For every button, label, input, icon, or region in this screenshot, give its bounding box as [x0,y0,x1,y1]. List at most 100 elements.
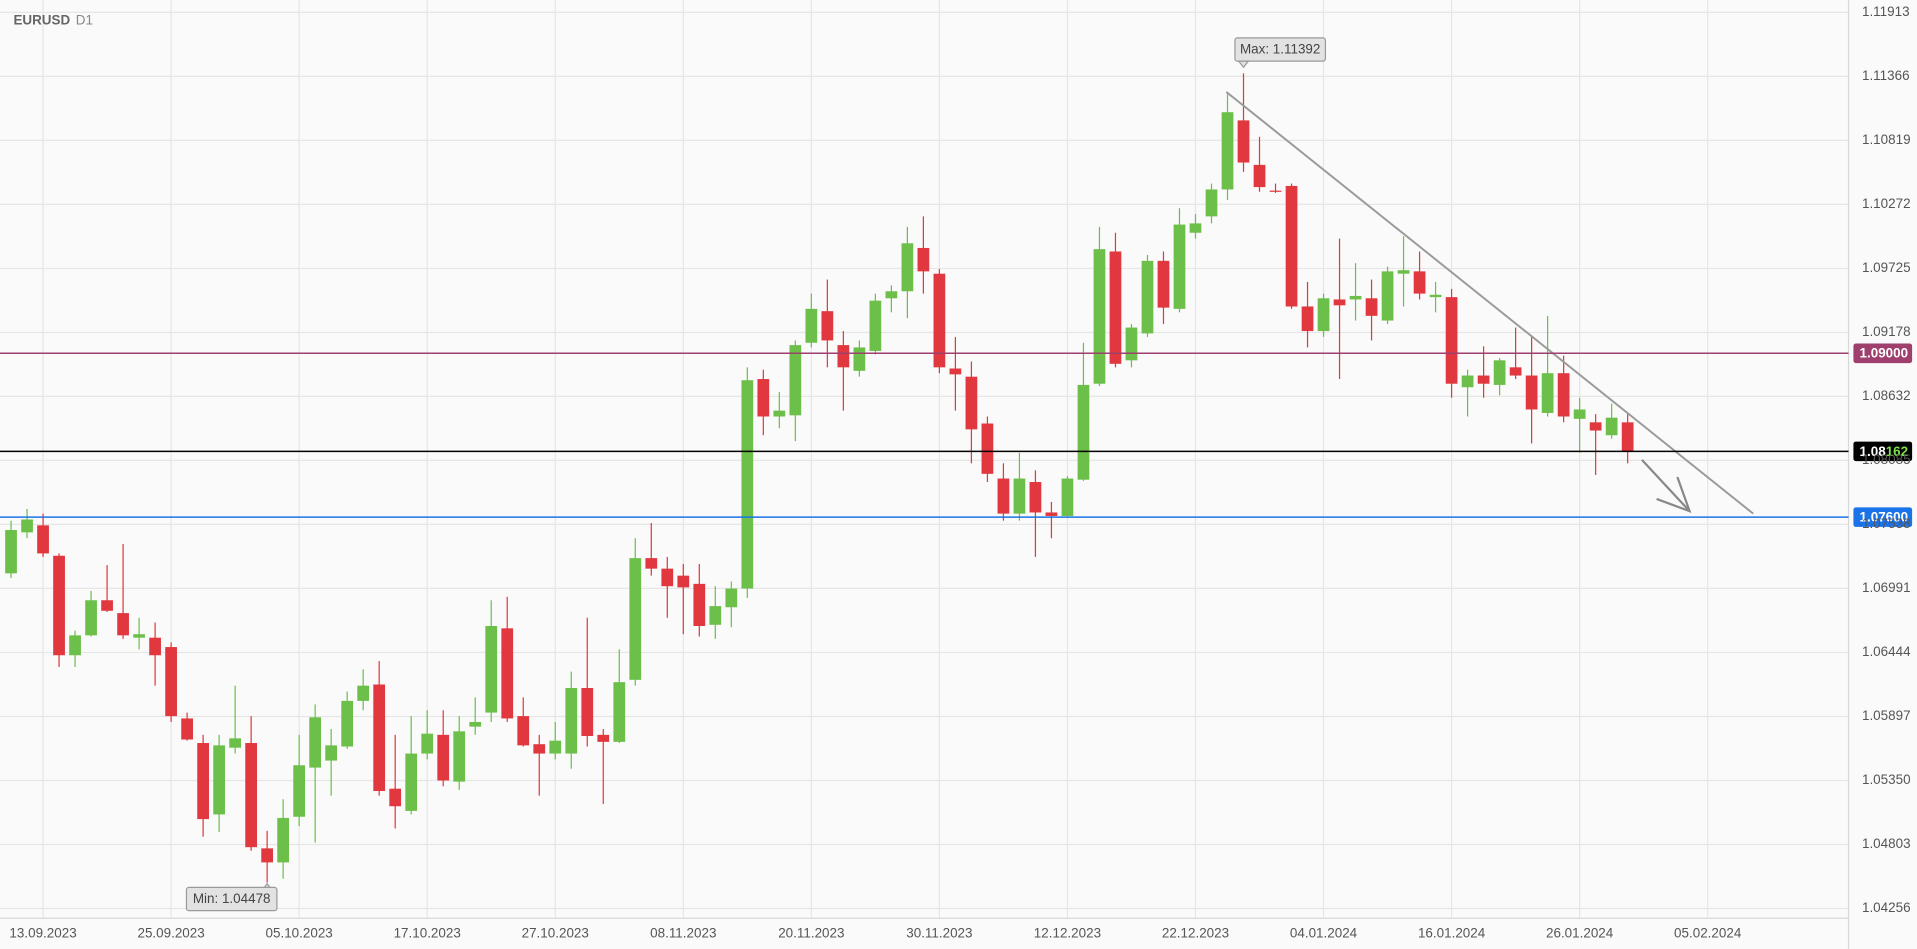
candle-body [325,745,338,761]
candle-body [1093,249,1106,384]
candle-body [949,368,962,375]
candle-body [1061,478,1074,516]
candles [5,73,1634,883]
candle-body [549,740,562,754]
candle-body [181,718,193,740]
x-tick-label: 27.10.2023 [522,926,589,941]
candle-body [677,575,690,588]
candle-body [901,243,914,292]
candle-body [533,744,546,754]
marker-label: Max: 1.11392 [1240,42,1320,57]
candle-body [373,684,386,792]
marker-box [1234,37,1327,62]
candle-body [693,583,706,626]
y-tick-label: 1.07538 [1862,516,1911,531]
timeframe: D1 [76,12,93,27]
marker-label: Min: 1.04478 [193,891,271,906]
x-tick-label: 26.01.2024 [1546,926,1614,941]
y-tick-label: 1.11913 [1862,4,1910,19]
candle-body [1493,360,1506,385]
candle-body [1525,375,1538,410]
candle-body [789,345,802,416]
y-tick-label: 1.11366 [1862,68,1910,83]
candle-body [341,700,354,747]
candle-body [1381,271,1394,321]
candle-body [1157,260,1170,308]
candle-body [853,347,866,371]
candle-body [277,817,290,863]
x-tick-label: 16.01.2024 [1418,926,1486,941]
candle-body [1077,384,1090,480]
y-tick-label: 1.05350 [1862,772,1911,787]
x-tick-label: 05.10.2023 [266,926,333,941]
overlay: 1.09000 1.08162 1.07600 Max: 1.11392 Min: 1.… [0,37,1913,912]
x-tick-label: 17.10.2023 [394,926,461,941]
arrow-head [1656,476,1692,514]
candle-body [517,716,530,746]
candle-body [1477,375,1490,384]
candle-body [101,600,113,611]
price-level-tag [1853,507,1913,527]
candle-body [1205,189,1218,217]
y-tick-label: 1.05897 [1862,708,1911,723]
y-tick-label: 1.08632 [1862,388,1911,403]
x-tick-label: 08.11.2023 [650,926,716,941]
candle-body [1349,295,1362,300]
candle-body [885,291,898,299]
candle-body [453,731,466,782]
y-tick-label: 1.08085 [1862,452,1911,467]
marker-box [185,886,278,912]
candle-body [1269,190,1282,192]
y-tick-label: 1.04803 [1862,836,1911,851]
candle-body [1141,260,1154,334]
price-level-tag [1853,441,1913,462]
candle-body [1509,367,1522,376]
y-tick-label: 1.10819 [1862,132,1911,147]
candle-body [197,743,209,820]
candle-body [1221,112,1234,190]
candle-body [613,682,626,742]
symbol: EURUSD [13,12,70,27]
candle-body [37,525,49,554]
candle-body [421,733,434,754]
candle-body [965,376,978,430]
candle-body [837,345,850,368]
candle-body [917,247,930,272]
candle-body [933,273,946,368]
candle-body [469,721,482,727]
candle-body [117,613,129,636]
price-level-label: 1.08162 [1860,444,1909,459]
x-tick-label: 20.11.2023 [778,926,844,941]
y-tick-label: 1.10272 [1862,196,1911,211]
candle-body [1173,224,1186,309]
candle-body [1109,251,1122,364]
candle-body [1557,373,1570,417]
candle-body [1285,185,1298,307]
candle-body [245,743,258,848]
candle-body [69,635,81,656]
candle-body [725,588,738,608]
arrow-shaft [1641,459,1691,512]
candle-body [1045,512,1058,516]
candle-body [1013,478,1026,514]
x-tick-label: 12.12.2023 [1034,926,1101,941]
candle-body [661,568,674,587]
candle-body [709,606,722,625]
candle-body [1461,375,1474,388]
candle-body [389,788,402,807]
trend-line [1225,91,1754,515]
candle-body [357,685,370,701]
y-tick-label: 1.09725 [1862,260,1911,275]
grid [0,0,1849,919]
candle-body [53,555,65,656]
arrow [1641,459,1692,514]
x-tick-label: 30.11.2023 [906,926,972,941]
y-tick-label: 1.09178 [1862,324,1911,339]
candle-body [1125,327,1138,361]
y-tick-label: 1.04256 [1862,900,1911,915]
candle-body [309,717,322,768]
candle-body [1445,297,1458,384]
candle-body [805,308,818,343]
candle-body [981,423,994,474]
x-tick-label: 05.02.2024 [1674,926,1742,941]
